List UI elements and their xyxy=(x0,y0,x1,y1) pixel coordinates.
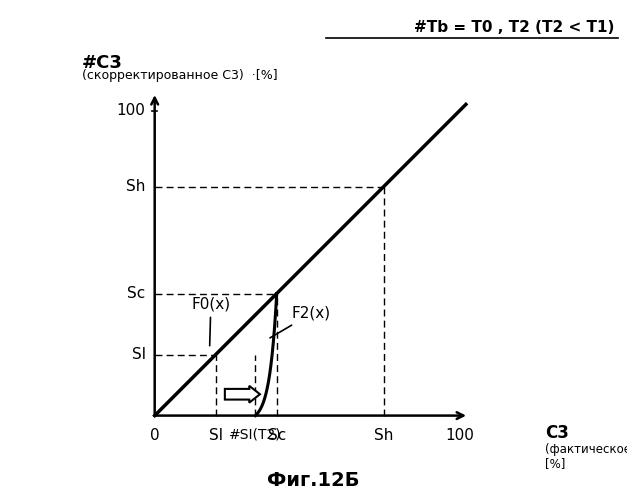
Text: 100: 100 xyxy=(117,103,145,118)
Text: Sc: Sc xyxy=(127,286,145,301)
Text: (скорректированное C3)  ·[%]: (скорректированное C3) ·[%] xyxy=(82,70,277,82)
Text: 100: 100 xyxy=(445,428,474,443)
Text: Sh: Sh xyxy=(374,428,393,443)
Text: #SI(T2): #SI(T2) xyxy=(229,428,282,442)
Text: Фиг.12Б: Фиг.12Б xyxy=(267,471,360,490)
Text: C3: C3 xyxy=(545,424,569,442)
FancyArrow shape xyxy=(225,386,260,402)
Text: F2(x): F2(x) xyxy=(270,306,331,338)
Text: #Tb = T0 , T2 (T2 < T1): #Tb = T0 , T2 (T2 < T1) xyxy=(414,20,614,35)
Text: 0: 0 xyxy=(150,428,159,443)
Text: Sc: Sc xyxy=(268,428,286,443)
Text: Sl: Sl xyxy=(132,347,145,362)
Text: Sl: Sl xyxy=(209,428,223,443)
Text: F0(x): F0(x) xyxy=(191,297,231,346)
Text: Sh: Sh xyxy=(126,180,145,194)
Text: #C3: #C3 xyxy=(82,54,122,72)
Text: (фактическое значение): (фактическое значение) xyxy=(545,444,627,456)
Text: [%]: [%] xyxy=(545,457,566,470)
